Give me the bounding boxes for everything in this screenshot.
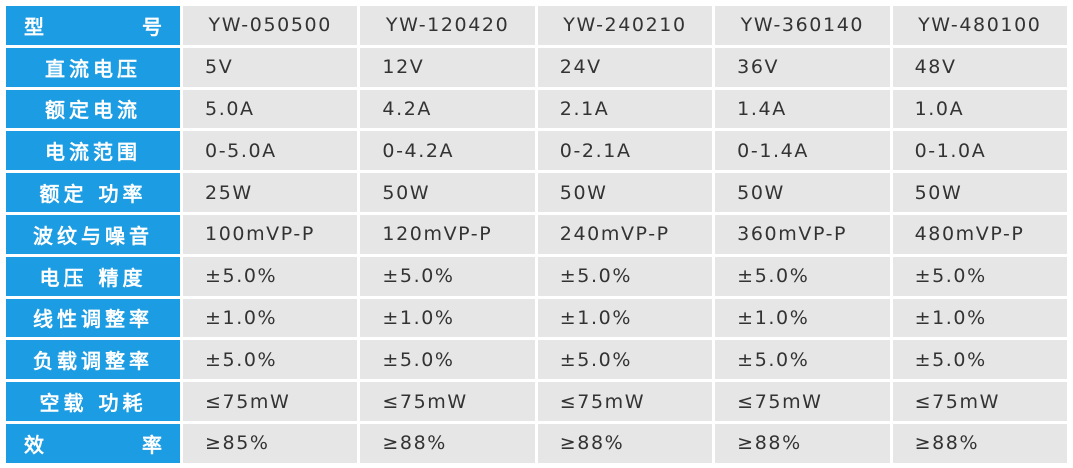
table-row: 波纹与噪音 100mVP-P 120mVP-P 240mVP-P 360mVP-P 480…: [6, 214, 1067, 254]
value-cell: ≤75mW: [537, 382, 713, 421]
value-cell: 2.1A: [537, 89, 713, 129]
value-cell: 24V: [537, 47, 713, 87]
table-row: 电压 精度 ±5.0% ±5.0% ±5.0% ±5.0% ±5.0%: [6, 256, 1067, 296]
value-cell: ±5.0%: [183, 256, 358, 296]
row-label: 空载 功耗: [6, 382, 180, 421]
value-cell: 50W: [715, 173, 890, 212]
value-cell: ≥85%: [183, 423, 358, 463]
row-label: 电压 精度: [6, 256, 180, 296]
value-cell: 0-5.0A: [183, 131, 358, 171]
value-cell: 100mVP-P: [183, 214, 358, 254]
value-cell: 5V: [183, 47, 358, 87]
value-cell: 50W: [537, 173, 713, 212]
model-cell: YW-120420: [360, 6, 535, 45]
row-label: 效率: [6, 423, 180, 463]
value-cell: 360mVP-P: [715, 214, 890, 254]
value-cell: 0-2.1A: [537, 131, 713, 171]
spec-table: 型号 YW-050500 YW-120420 YW-240210 YW-360140 YW…: [3, 3, 1070, 466]
value-cell: 36V: [715, 47, 890, 87]
value-cell: ≥88%: [892, 423, 1067, 463]
value-cell: ≤75mW: [183, 382, 358, 421]
row-label-char: 效: [24, 432, 44, 457]
value-cell: ±5.0%: [715, 340, 890, 380]
value-cell: ≥88%: [360, 423, 535, 463]
value-cell: ≤75mW: [892, 382, 1067, 421]
model-cell: YW-050500: [183, 6, 358, 45]
row-label: 额定 功率: [6, 173, 180, 212]
value-cell: ±5.0%: [892, 340, 1067, 380]
value-cell: ±5.0%: [537, 340, 713, 380]
table-row: 空载 功耗 ≤75mW ≤75mW ≤75mW ≤75mW ≤75mW: [6, 382, 1067, 421]
row-label: 额定电流: [6, 89, 180, 129]
model-cell: YW-480100: [892, 6, 1067, 45]
value-cell: 5.0A: [183, 89, 358, 129]
value-cell: 1.4A: [715, 89, 890, 129]
value-cell: ±5.0%: [892, 256, 1067, 296]
table-row: 直流电压 5V 12V 24V 36V 48V: [6, 47, 1067, 87]
row-label: 电流范围: [6, 131, 180, 171]
value-cell: 240mVP-P: [537, 214, 713, 254]
value-cell: 25W: [183, 173, 358, 212]
value-cell: ≥88%: [715, 423, 890, 463]
row-label: 直流电压: [6, 47, 180, 87]
value-cell: ±5.0%: [360, 256, 535, 296]
table-row: 线性调整率 ±1.0% ±1.0% ±1.0% ±1.0% ±1.0%: [6, 298, 1067, 338]
value-cell: 50W: [360, 173, 535, 212]
row-label-spread: 型号: [24, 11, 162, 40]
row-label: 波纹与噪音: [6, 214, 180, 254]
row-label: 线性调整率: [6, 298, 180, 338]
value-cell: 4.2A: [360, 89, 535, 129]
value-cell: ±5.0%: [537, 256, 713, 296]
model-cell: YW-240210: [537, 6, 713, 45]
row-label-char: 号: [142, 14, 162, 39]
row-label: 型号: [6, 6, 180, 45]
value-cell: ±5.0%: [715, 256, 890, 296]
value-cell: ±1.0%: [537, 298, 713, 338]
value-cell: ±1.0%: [892, 298, 1067, 338]
table-row: 额定 功率 25W 50W 50W 50W 50W: [6, 173, 1067, 212]
table-row: 额定电流 5.0A 4.2A 2.1A 1.4A 1.0A: [6, 89, 1067, 129]
table-row: 效率 ≥85% ≥88% ≥88% ≥88% ≥88%: [6, 423, 1067, 463]
row-label-char: 率: [142, 432, 162, 457]
value-cell: ±1.0%: [360, 298, 535, 338]
value-cell: 48V: [892, 47, 1067, 87]
value-cell: ±1.0%: [183, 298, 358, 338]
value-cell: ≥88%: [537, 423, 713, 463]
value-cell: 1.0A: [892, 89, 1067, 129]
table-row: 电流范围 0-5.0A 0-4.2A 0-2.1A 0-1.4A 0-1.0A: [6, 131, 1067, 171]
value-cell: 0-1.4A: [715, 131, 890, 171]
value-cell: 480mVP-P: [892, 214, 1067, 254]
value-cell: ±1.0%: [715, 298, 890, 338]
value-cell: 12V: [360, 47, 535, 87]
value-cell: ±5.0%: [360, 340, 535, 380]
value-cell: 120mVP-P: [360, 214, 535, 254]
value-cell: ≤75mW: [715, 382, 890, 421]
value-cell: 0-4.2A: [360, 131, 535, 171]
model-cell: YW-360140: [715, 6, 890, 45]
row-label: 负载调整率: [6, 340, 180, 380]
table-row: 负载调整率 ±5.0% ±5.0% ±5.0% ±5.0% ±5.0%: [6, 340, 1067, 380]
table-header-row: 型号 YW-050500 YW-120420 YW-240210 YW-360140 YW…: [6, 6, 1067, 45]
value-cell: ≤75mW: [360, 382, 535, 421]
value-cell: ±5.0%: [183, 340, 358, 380]
value-cell: 50W: [892, 173, 1067, 212]
spec-table-body: 型号 YW-050500 YW-120420 YW-240210 YW-360140 YW…: [6, 6, 1067, 463]
row-label-spread: 效率: [24, 429, 162, 458]
value-cell: 0-1.0A: [892, 131, 1067, 171]
row-label-char: 型: [24, 14, 44, 39]
